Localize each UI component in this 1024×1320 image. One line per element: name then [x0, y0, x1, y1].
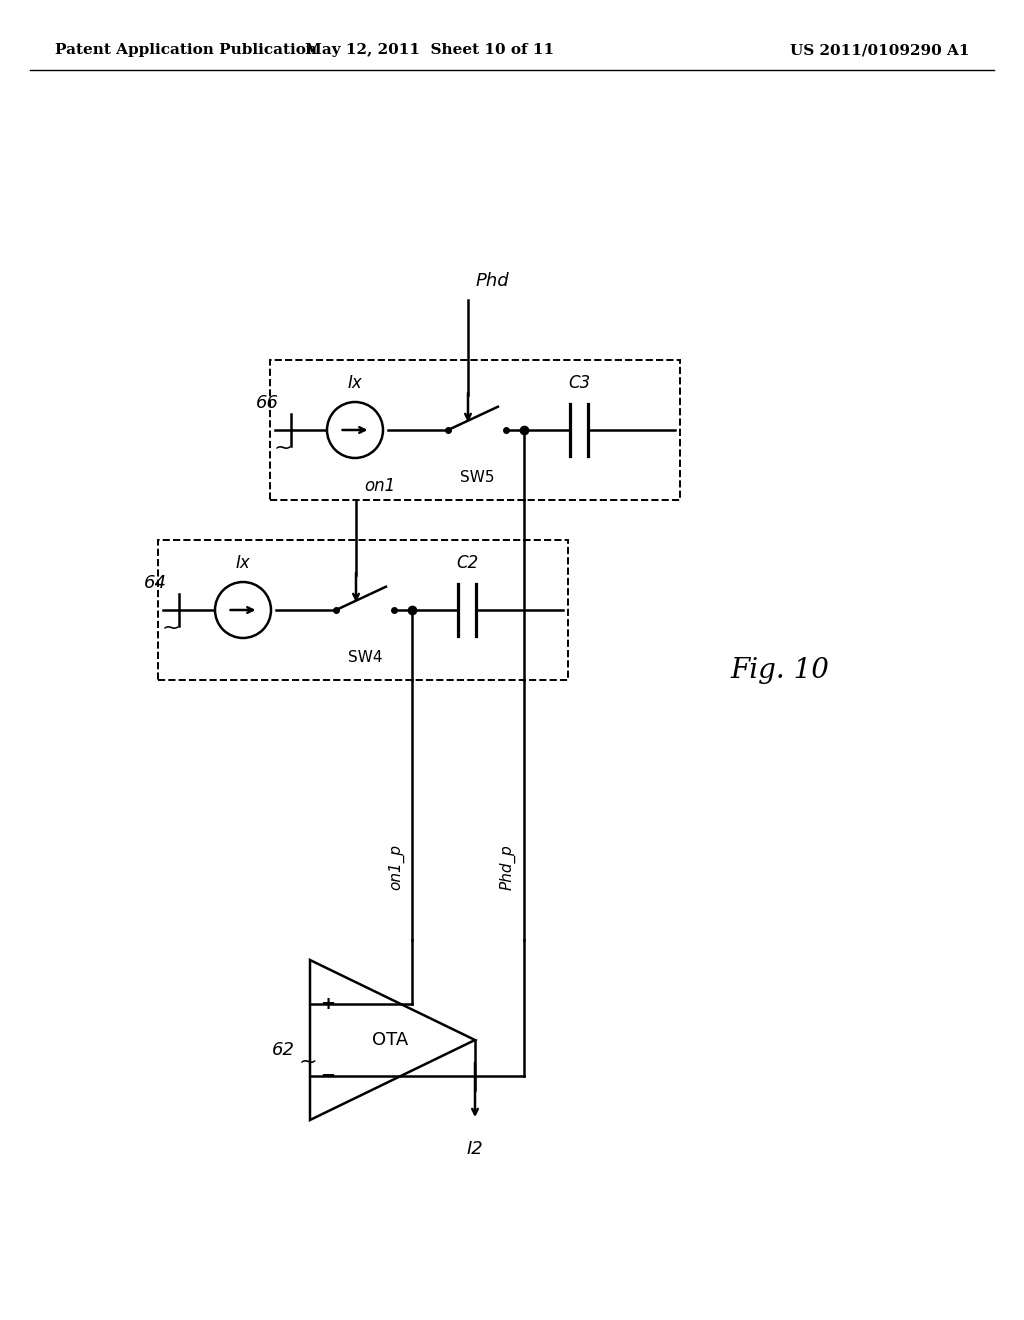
Text: SW5: SW5 [460, 470, 495, 484]
Text: OTA: OTA [372, 1031, 409, 1049]
Text: C2: C2 [456, 554, 478, 572]
Text: Phd: Phd [476, 272, 510, 290]
Text: ~: ~ [273, 438, 292, 458]
Text: 64: 64 [143, 574, 167, 591]
Text: Phd_p: Phd_p [500, 845, 516, 890]
Text: US 2011/0109290 A1: US 2011/0109290 A1 [791, 44, 970, 57]
Bar [158, 540, 568, 680]
Text: −: − [321, 1067, 336, 1085]
Text: on1: on1 [364, 477, 395, 495]
Text: I2: I2 [467, 1140, 483, 1158]
Text: ~: ~ [299, 1052, 317, 1072]
Text: on1_p: on1_p [388, 843, 404, 890]
Bar [270, 360, 680, 500]
Text: 66: 66 [256, 393, 279, 412]
Text: Ix: Ix [347, 374, 362, 392]
Text: May 12, 2011  Sheet 10 of 11: May 12, 2011 Sheet 10 of 11 [305, 44, 555, 57]
Text: ~: ~ [162, 618, 180, 638]
Text: 62: 62 [272, 1041, 295, 1059]
Text: Ix: Ix [236, 554, 251, 572]
Text: Fig. 10: Fig. 10 [730, 656, 829, 684]
Text: Patent Application Publication: Patent Application Publication [55, 44, 317, 57]
Text: SW4: SW4 [348, 649, 382, 665]
Text: C3: C3 [568, 374, 590, 392]
Text: +: + [321, 995, 336, 1012]
